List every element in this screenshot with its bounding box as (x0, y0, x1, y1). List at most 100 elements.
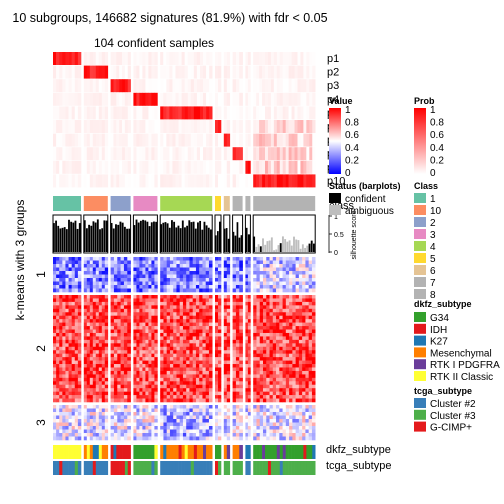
heat-cell (101, 415, 106, 420)
heat-cell (247, 377, 251, 382)
heat-cell (117, 377, 121, 382)
heat-cell (192, 391, 197, 396)
heat-cell (68, 367, 72, 372)
class-cell-4 (160, 196, 213, 211)
heat-cell (86, 384, 91, 389)
heat-cell (292, 422, 296, 427)
heat-cell (104, 381, 109, 386)
prob-cell (104, 92, 109, 106)
heat-cell (65, 339, 69, 344)
heat-cell (101, 395, 106, 399)
heat-cell (298, 433, 303, 437)
heat-cell (256, 285, 261, 289)
silhouette-bar (181, 220, 184, 252)
heat-cell (53, 374, 57, 379)
silhouette-bar (78, 223, 81, 252)
heat-cell (173, 346, 177, 351)
heat-cell (298, 329, 303, 334)
heat-cell (160, 426, 164, 430)
heat-cell (266, 343, 270, 348)
heat-cell (189, 257, 193, 261)
heat-cell (56, 370, 60, 375)
heat-cell (232, 312, 237, 317)
heat-cell (89, 288, 94, 293)
heat-cell (247, 405, 251, 409)
heat-cell (173, 260, 177, 265)
heat-cell (266, 419, 270, 423)
prob-cell (270, 133, 275, 147)
heat-cell (202, 305, 206, 310)
heat-cell (276, 395, 280, 399)
heat-cell (235, 336, 240, 341)
prob-cell (122, 52, 126, 65)
heat-cell (302, 336, 306, 341)
silhouette-bar (110, 222, 113, 252)
heat-cell (266, 426, 270, 430)
heat-cell (256, 429, 261, 434)
dkfz-cell (226, 445, 231, 459)
heat-cell (169, 346, 174, 351)
heat-cell (226, 353, 231, 358)
heat-cell (71, 370, 76, 375)
heat-cell (305, 405, 309, 409)
legend-class-label: 4 (430, 242, 436, 253)
dkfz-cell (98, 445, 103, 459)
heat-cell (127, 295, 131, 299)
prob-cell (104, 65, 109, 79)
heat-cell (202, 422, 206, 427)
heat-cell (259, 264, 264, 268)
heat-cell (83, 288, 88, 293)
prob-cell (133, 92, 137, 106)
dkfz-cell (119, 445, 123, 459)
heat-cell (232, 271, 237, 275)
tcga-cell (166, 461, 170, 475)
heat-cell (89, 281, 94, 286)
heat-cell (218, 298, 222, 303)
prob-cell (83, 133, 88, 147)
prob-cell (265, 147, 269, 161)
tcga-cell (270, 461, 275, 475)
heat-cell (89, 391, 94, 396)
heat-cell (247, 415, 251, 420)
heat-cell (92, 339, 97, 344)
heat-cell (269, 322, 274, 327)
heat-cell (308, 436, 313, 441)
heat-cell (182, 278, 187, 282)
heat-cell (226, 370, 231, 375)
heat-cell (282, 360, 287, 365)
heat-cell (104, 364, 109, 368)
heat-cell (142, 336, 146, 341)
prob-cell (267, 92, 272, 106)
heat-cell (169, 278, 174, 282)
heat-cell (176, 315, 180, 320)
heat-cell (86, 398, 91, 403)
heat-cell (92, 388, 97, 392)
prob-cell (259, 160, 263, 174)
heat-cell (92, 395, 97, 399)
heat-cell (226, 260, 231, 265)
heat-cell (160, 281, 164, 286)
heat-cell (276, 315, 280, 320)
heat-cell (113, 329, 118, 334)
heat-cell (298, 267, 303, 272)
heat-cell (74, 343, 79, 348)
heat-cell (305, 281, 309, 286)
heat-cell (239, 260, 243, 265)
heat-cell (266, 360, 270, 365)
heat-cell (123, 326, 128, 330)
prob-cell (139, 120, 143, 133)
heat-cell (223, 336, 228, 341)
prob-cell (256, 79, 260, 93)
prob-cell (245, 160, 249, 174)
tcga-cell (53, 461, 57, 475)
heat-cell (176, 322, 180, 327)
heat-cell (173, 357, 177, 361)
heat-cell (276, 285, 280, 289)
heat-cell (295, 436, 300, 441)
prob-cell (172, 120, 176, 133)
heat-cell (256, 305, 261, 310)
legend-dkfz-title: dkfz_subtype (414, 299, 472, 309)
heat-cell (136, 298, 140, 303)
heat-cell (166, 343, 171, 348)
heat-cell (298, 336, 303, 341)
